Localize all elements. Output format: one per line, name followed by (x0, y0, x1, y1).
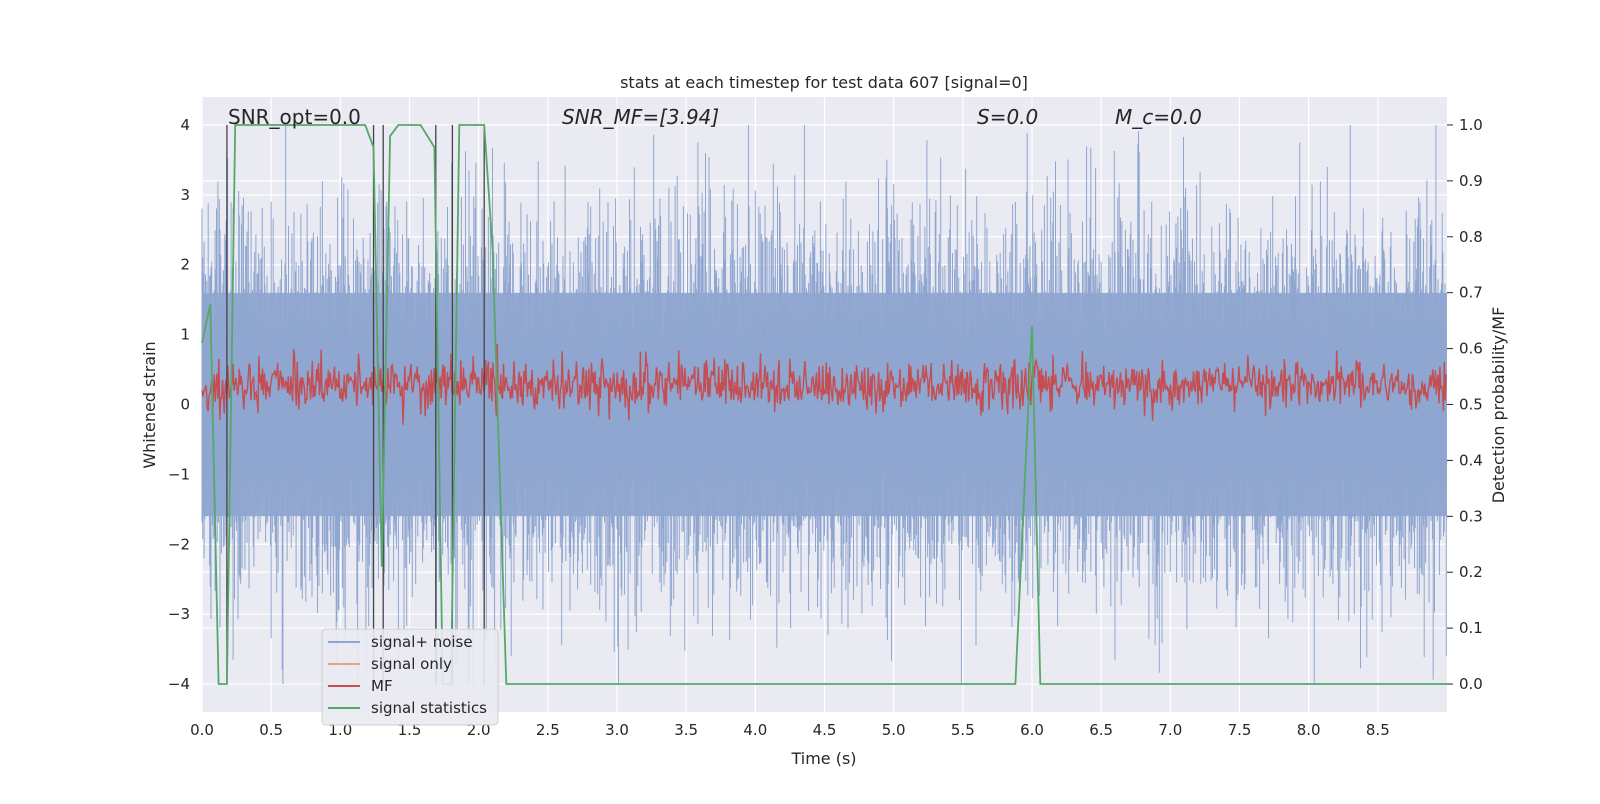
y-tick-label-right: 0.8 (1459, 228, 1483, 246)
annotation-s: S=0.0 (977, 105, 1038, 129)
x-tick-label: 2.5 (536, 721, 560, 739)
y-tick-label-right: 0.9 (1459, 172, 1483, 190)
y-tick-label-right: 1.0 (1459, 116, 1483, 134)
legend-label-noise: signal+ noise (371, 633, 473, 651)
x-tick-label: 5.5 (951, 721, 975, 739)
x-tick-label: 7.5 (1228, 721, 1252, 739)
y-tick-label-right: 0.0 (1459, 675, 1483, 693)
x-axis-label: Time (s) (790, 749, 856, 768)
stat-trace (201, 124, 1447, 685)
y-tick-label-right: 0.7 (1459, 284, 1483, 302)
x-tick-label: 5.0 (882, 721, 906, 739)
y-tick-label: 4 (180, 116, 190, 134)
legend-label-signal-only: signal only (371, 655, 452, 673)
legend-label-stat: signal statistics (371, 699, 487, 717)
y-tick-label: −3 (168, 605, 190, 623)
x-tick-label: 3.0 (605, 721, 629, 739)
x-ticks: 0.0 0.5 1.0 1.5 2.0 2.5 3.0 3.5 4.0 4.5 5.0 5.5 6.0 6… (190, 721, 1390, 739)
y-ticks-left: −4 −3 −2 −1 0 1 2 3 4 (168, 116, 190, 693)
chart-title: stats at each timestep for test data 607… (620, 73, 1028, 92)
y-tick-label-right: 0.6 (1459, 340, 1483, 358)
x-tick-label: 6.0 (1020, 721, 1044, 739)
y-axis-label-left: Whitened strain (140, 341, 159, 468)
y-tick-label-right: 0.3 (1459, 507, 1483, 525)
x-tick-label: 8.5 (1366, 721, 1390, 739)
y-tick-label: 0 (180, 396, 190, 414)
y-tick-label: −1 (168, 465, 190, 483)
y-tick-label: 2 (180, 256, 190, 274)
y-ticks-right: 0.0 0.1 0.2 0.3 0.4 0.5 0.6 0.7 0.8 0.9 1.0 (1447, 116, 1483, 693)
x-tick-label: 3.5 (674, 721, 698, 739)
series-mf (201, 343, 1447, 425)
legend: signal+ noise signal only MF signal stat… (321, 628, 499, 726)
y-tick-label: −4 (168, 675, 190, 693)
x-tick-label: 4.0 (743, 721, 767, 739)
y-axis-label-right: Detection probability/MF (1489, 307, 1508, 504)
x-tick-label: 4.5 (813, 721, 837, 739)
y-tick-label-right: 0.5 (1459, 396, 1483, 414)
y-tick-label-right: 0.4 (1459, 451, 1483, 469)
vertical-markers (226, 124, 485, 685)
annotation-snr-mf: SNR_MF=[3.94] (562, 105, 719, 129)
y-tick-label: 3 (180, 186, 190, 204)
y-tick-label: −2 (168, 535, 190, 553)
mf-trace (201, 343, 1447, 425)
x-tick-label: 0.0 (190, 721, 214, 739)
legend-box (321, 628, 499, 726)
y-tick-label-right: 0.1 (1459, 619, 1483, 637)
x-tick-label: 7.0 (1158, 721, 1182, 739)
y-tick-label-right: 0.2 (1459, 563, 1483, 581)
series-signal-plus-noise (201, 125, 1447, 684)
x-tick-label: 8.0 (1297, 721, 1321, 739)
annotation-snr-opt: SNR_opt=0.0 (228, 105, 361, 129)
x-tick-label: 0.5 (259, 721, 283, 739)
series-signal-statistics (201, 124, 1447, 685)
y-tick-label: 1 (180, 326, 190, 344)
annotation-mc: M_c=0.0 (1115, 105, 1202, 129)
x-tick-label: 6.5 (1089, 721, 1113, 739)
legend-label-mf: MF (371, 677, 393, 695)
